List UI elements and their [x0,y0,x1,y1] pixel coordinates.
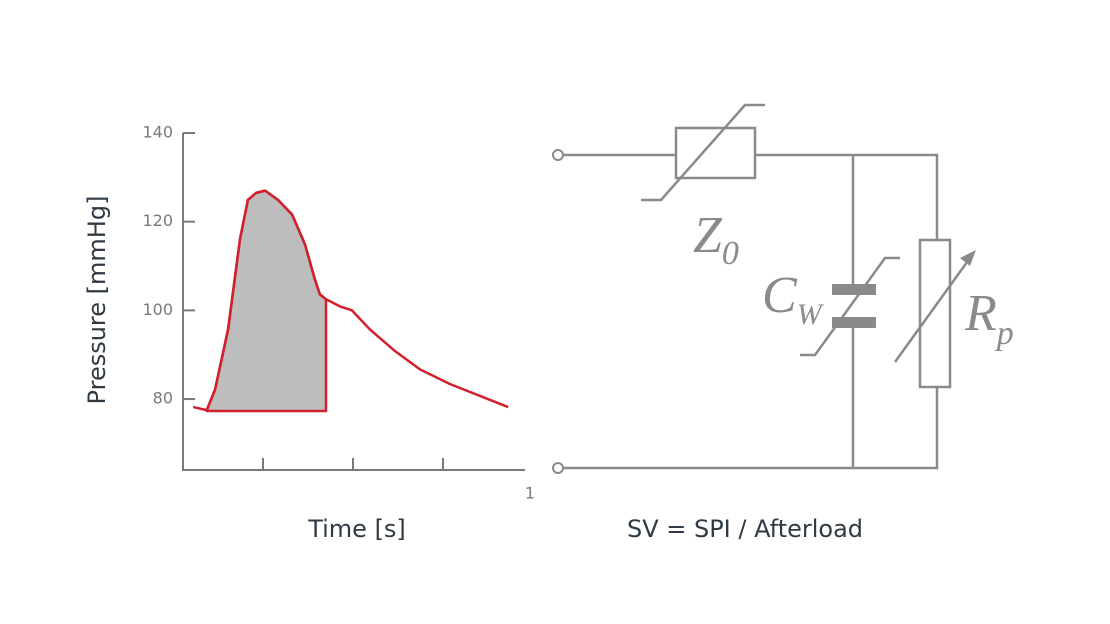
caption: SV = SPI / Afterload [627,515,863,543]
subscript: W [797,298,825,331]
label-z0: Z0 [693,207,739,272]
nonlinear-mark [641,103,765,202]
capacitor-plate [832,317,876,328]
axis [182,133,525,471]
label-cw: CW [762,267,825,331]
capacitor-plate [832,284,876,295]
x-axis-title: Time [s] [307,515,406,543]
wire [563,153,939,470]
subscript: p [995,315,1014,352]
circuit: Z0 CW Rp [552,103,1014,474]
pressure-curve [192,189,509,412]
y-tick-label: 100 [142,300,173,319]
symbol: C [762,267,798,324]
resistor [918,238,952,389]
arrow-head [960,250,976,266]
nonlinear-mark [800,256,900,357]
y-tick-label: 120 [142,211,173,230]
y-tick-label: 80 [153,389,173,408]
y-tick-label: 140 [142,123,173,142]
label-rp: Rp [964,285,1014,352]
x-tick-label: 1 [525,484,535,503]
subscript: 0 [722,235,739,272]
terminal [552,462,564,474]
symbol: R [964,285,997,342]
symbol: Z [693,207,723,264]
impedance [674,126,757,180]
variable-arrow [893,257,972,363]
terminal [552,149,564,161]
y-axis-title: Pressure [mmHg] [83,196,111,405]
